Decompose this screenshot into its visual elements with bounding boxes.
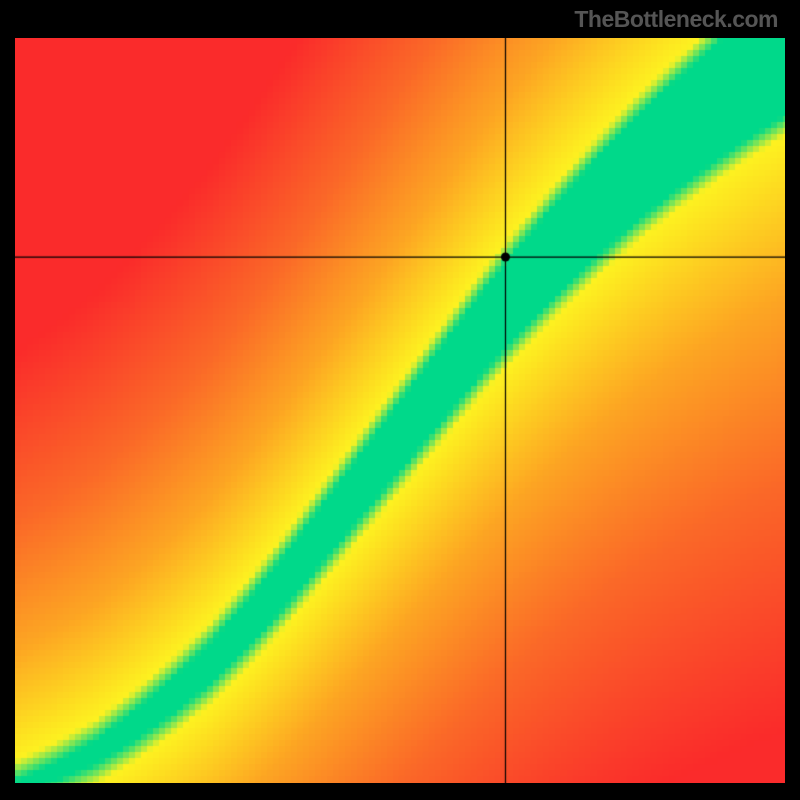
watermark-text: TheBottleneck.com <box>574 6 778 33</box>
heatmap-plot <box>15 38 785 783</box>
chart-container: TheBottleneck.com <box>0 0 800 800</box>
heatmap-canvas <box>15 38 785 783</box>
